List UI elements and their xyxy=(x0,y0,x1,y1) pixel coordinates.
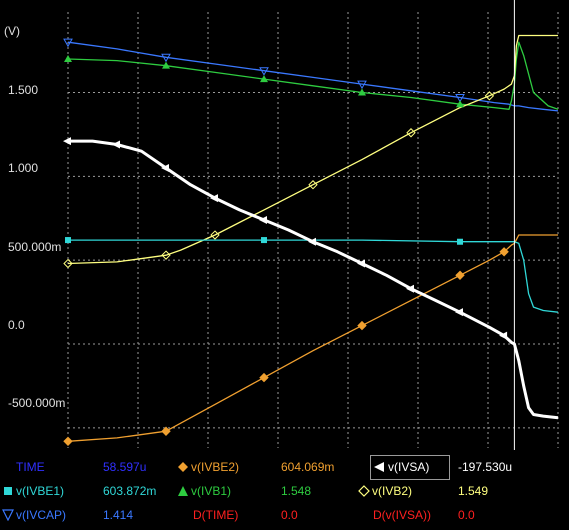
measurement-legend: TIME 58.597u v(IVBE2) 604.069m v(IVSA) -… xyxy=(0,450,569,530)
arrow-marker xyxy=(455,308,463,317)
time-label: TIME xyxy=(16,460,45,474)
triangle-down-marker xyxy=(63,38,73,48)
triangle-up-marker xyxy=(456,100,464,108)
waveform-plot[interactable] xyxy=(0,0,569,450)
trace-ivsa xyxy=(68,139,559,420)
arrow-marker xyxy=(406,284,414,293)
diamond-marker xyxy=(357,320,367,331)
square-marker xyxy=(457,238,463,245)
diamond-marker-icon xyxy=(178,462,188,472)
delta-ivsa-label: D(v(IVSA)) xyxy=(373,508,431,522)
square-marker xyxy=(65,237,71,244)
trace-markers xyxy=(63,38,509,446)
time-value: 58.597u xyxy=(103,460,147,474)
triangle-down-marker xyxy=(161,53,171,63)
diamond-marker xyxy=(455,270,465,280)
diamond-marker xyxy=(308,180,318,190)
y-tick-label: 500.000m xyxy=(8,240,62,254)
triangle-down-marker xyxy=(357,80,367,90)
ivbe2-value: 604.069m xyxy=(281,460,335,474)
diamond-marker xyxy=(161,426,171,436)
triangle-down-marker-icon xyxy=(2,509,14,521)
delta-time-label: D(TIME) xyxy=(193,508,239,522)
trace-ivbe2 xyxy=(67,234,558,442)
ivbe1-label[interactable]: v(IVBE1) xyxy=(16,484,65,498)
arrow-marker xyxy=(63,137,71,146)
arrow-marker xyxy=(161,163,169,172)
square-marker xyxy=(261,237,267,244)
diamond-marker xyxy=(484,91,495,101)
selected-trace-box[interactable] xyxy=(370,455,450,480)
triangle-up-marker xyxy=(64,54,72,62)
y-tick-label: -500.000m xyxy=(8,396,66,410)
arrow-marker xyxy=(112,140,120,149)
ivcap-label[interactable]: v(IVCAP) xyxy=(16,508,67,522)
triangle-down-marker xyxy=(455,94,465,103)
diamond-marker xyxy=(259,372,269,383)
triangle-up-marker xyxy=(358,88,366,96)
trace-ivbe1 xyxy=(68,239,559,313)
trace-ivb2 xyxy=(67,34,558,265)
ivbe2-label[interactable]: v(IVBE2) xyxy=(191,460,240,474)
delta-ivsa-value: 0.0 xyxy=(458,508,475,522)
triangle-up-marker xyxy=(162,61,170,69)
arrow-marker-icon xyxy=(374,462,384,472)
arrow-marker xyxy=(308,237,316,246)
grid-lines xyxy=(67,12,559,448)
ivcap-value: 1.414 xyxy=(103,508,134,522)
triangle-up-marker xyxy=(260,75,268,83)
traces xyxy=(67,34,559,442)
arrow-marker xyxy=(499,331,508,340)
triangle-down-marker xyxy=(259,67,269,76)
ivb1-label[interactable]: v(IVB1) xyxy=(191,484,232,498)
y-tick-label: 1.500 xyxy=(8,83,39,97)
ivsa-label[interactable]: v(IVSA) xyxy=(388,460,430,474)
diamond-marker xyxy=(406,128,416,138)
diamond-marker xyxy=(210,230,220,240)
square-marker-icon xyxy=(4,487,12,495)
arrow-marker xyxy=(259,215,267,224)
ivbe1-value: 603.872m xyxy=(103,484,157,498)
delta-time-value: 0.0 xyxy=(281,508,298,522)
y-tick-label: 1.000 xyxy=(8,161,39,175)
trace-ivcap xyxy=(67,41,559,112)
arrow-marker xyxy=(357,259,365,268)
diamond-marker xyxy=(63,436,73,446)
diamond-marker xyxy=(161,250,171,260)
y-tick-label: 0.0 xyxy=(8,318,25,332)
diamond-outline-marker-icon xyxy=(358,485,370,497)
arrow-marker xyxy=(210,194,218,203)
ivb2-label[interactable]: v(IVB2) xyxy=(372,484,413,498)
diamond-marker xyxy=(63,258,73,269)
ivsa-value: -197.530u xyxy=(458,460,513,474)
diamond-marker xyxy=(499,247,509,257)
y-unit-label: (V) xyxy=(4,24,20,38)
trace-ivb1 xyxy=(67,41,559,110)
ivb1-value: 1.548 xyxy=(281,484,312,498)
triangle-up-marker-icon xyxy=(178,486,188,496)
ivb2-value: 1.549 xyxy=(458,484,489,498)
